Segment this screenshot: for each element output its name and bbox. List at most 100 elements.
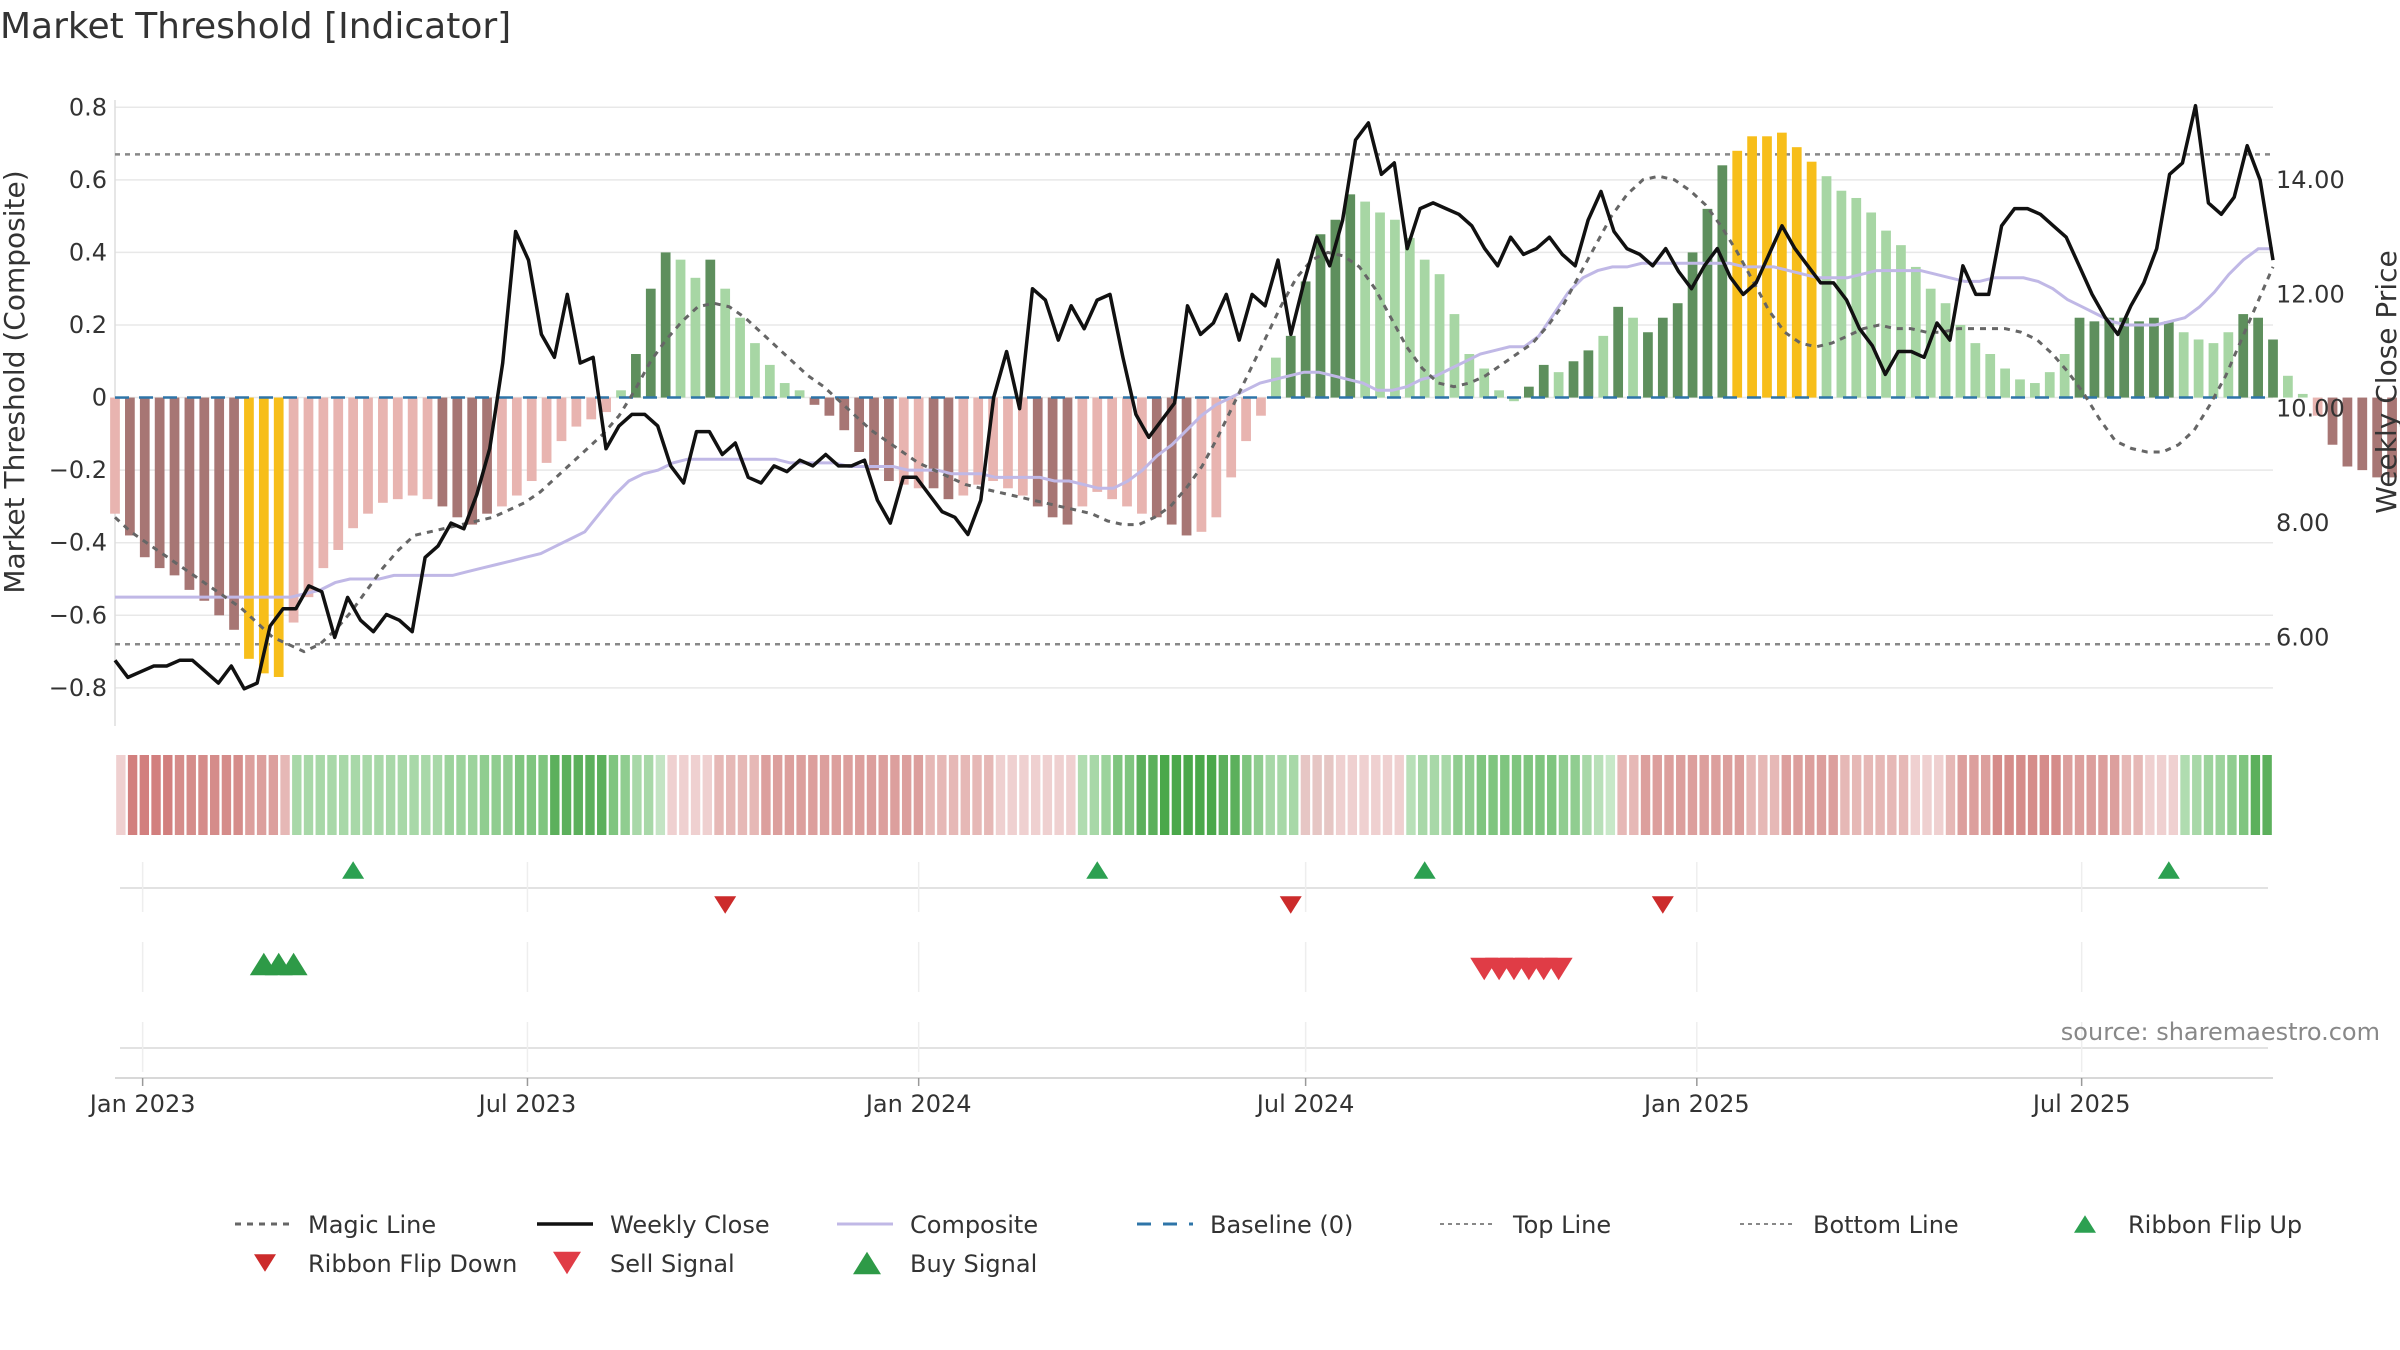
composite-bar xyxy=(1538,364,1549,398)
ribbon-cell xyxy=(397,755,408,835)
legend-label: Baseline (0) xyxy=(1210,1211,1353,1239)
composite-bar xyxy=(1092,397,1103,492)
y-axis-title: Market Threshold (Composite) xyxy=(0,170,31,593)
ribbon-cell xyxy=(2063,755,2073,835)
composite-bar xyxy=(1226,397,1237,478)
ribbon-cell xyxy=(1769,755,1780,835)
y-tick-label: 0.6 xyxy=(69,166,107,194)
ribbon-cell xyxy=(174,755,185,835)
composite-bar xyxy=(2015,379,2025,398)
ribbon-cell xyxy=(608,755,619,835)
ribbon-cell xyxy=(655,755,666,835)
ribbon-cell xyxy=(1464,755,1475,835)
composite-bar xyxy=(1732,150,1743,398)
composite-bar xyxy=(511,397,522,496)
composite-bar xyxy=(2372,397,2383,478)
ribbon-cell xyxy=(2262,755,2272,835)
composite-bar xyxy=(214,397,225,616)
ribbon-cell xyxy=(1089,755,1100,835)
composite-bar xyxy=(898,397,909,485)
composite-bar xyxy=(1315,234,1326,398)
ribbon-cell xyxy=(1840,755,1850,835)
ribbon-cell xyxy=(1230,755,1240,835)
composite-bar xyxy=(2297,393,2308,398)
ribbon-cell xyxy=(1922,755,1932,835)
x-tick-label: Jul 2025 xyxy=(2031,1090,2131,1118)
composite-bar xyxy=(1866,212,1877,398)
ribbon-cell xyxy=(2039,755,2049,835)
ribbon-cell xyxy=(1863,755,1874,835)
ribbon-cell xyxy=(843,755,853,835)
ribbon-cell xyxy=(1148,755,1158,835)
legend-swatch xyxy=(553,1251,581,1275)
ribbon-cell xyxy=(2215,755,2225,835)
y-tick-label: −0.4 xyxy=(49,529,107,557)
ribbon-cell xyxy=(2250,755,2261,835)
composite-bar xyxy=(1881,230,1891,398)
ribbon-cell xyxy=(1183,755,1193,835)
composite-bar xyxy=(2253,317,2263,398)
ribbon-cell xyxy=(913,755,924,835)
composite-bar xyxy=(2193,339,2204,398)
ribbon-cell xyxy=(2098,755,2108,835)
x-tick-label: Jul 2024 xyxy=(1255,1090,1355,1118)
composite-bar xyxy=(497,397,507,507)
ribbon-flip-down-marker xyxy=(1279,896,1302,914)
composite-bar xyxy=(288,397,299,623)
ribbon-cell xyxy=(2133,755,2143,835)
composite-bar xyxy=(2044,372,2055,398)
ribbon-cell xyxy=(116,755,126,835)
composite-bar xyxy=(437,397,448,507)
composite-bar xyxy=(407,397,418,496)
composite-bar xyxy=(1702,208,1713,398)
ribbon-cell xyxy=(1500,755,1510,835)
ribbon-cell xyxy=(1699,755,1709,835)
ribbon-cell xyxy=(2227,755,2237,835)
ribbon-cell xyxy=(1605,755,1616,835)
composite-bar xyxy=(333,397,344,550)
composite-bar xyxy=(2104,317,2115,398)
composite-bar xyxy=(2208,343,2219,398)
composite-bar xyxy=(1122,397,1132,507)
ribbon-cell xyxy=(585,755,595,835)
composite-bar xyxy=(2134,321,2144,398)
ribbon-cell xyxy=(1030,755,1041,835)
ribbon-cell xyxy=(1406,755,1416,835)
ribbon-cell xyxy=(1359,755,1369,835)
x-tick-label: Jul 2023 xyxy=(477,1090,577,1118)
composite-bar xyxy=(1672,303,1683,398)
legend-label: Buy Signal xyxy=(910,1250,1037,1278)
composite-bar xyxy=(750,343,760,398)
ribbon-cell xyxy=(479,755,490,835)
ribbon-cell xyxy=(948,755,959,835)
composite-bar xyxy=(318,397,329,569)
ribbon-cell xyxy=(972,755,982,835)
ribbon-cell xyxy=(198,755,208,835)
composite-bar xyxy=(1137,397,1147,514)
ribbon-cell xyxy=(245,755,255,835)
x-axis: Jan 2023 Jul 2023 Jan 2024 Jul 2024 Jan 2025… xyxy=(88,1077,2273,1118)
ribbon-cell xyxy=(2145,755,2155,835)
composite-bar xyxy=(2030,383,2040,398)
ribbon-cell xyxy=(995,755,1006,835)
x-tick-label: Jan 2025 xyxy=(1642,1090,1750,1118)
legend-label: Sell Signal xyxy=(610,1250,735,1278)
composite-bar xyxy=(2163,321,2174,398)
ribbon-cell xyxy=(1617,755,1627,835)
y2-axis-title: Weekly Close Price xyxy=(2370,250,2400,513)
ribbon-strip xyxy=(116,755,2272,835)
ribbon-cell xyxy=(960,755,970,835)
ribbon-cell xyxy=(1124,755,1135,835)
series-lines xyxy=(113,103,2275,691)
ribbon-cell xyxy=(855,755,865,835)
composite-bar xyxy=(1047,397,1058,518)
composite-bar xyxy=(1449,314,1460,398)
ribbon-cell xyxy=(444,755,454,835)
ribbon-cell xyxy=(796,755,806,835)
composite-bar xyxy=(2119,317,2130,398)
composite-bar xyxy=(1062,397,1073,525)
composite-bar xyxy=(2089,321,2100,398)
ribbon-cell xyxy=(1934,755,1944,835)
